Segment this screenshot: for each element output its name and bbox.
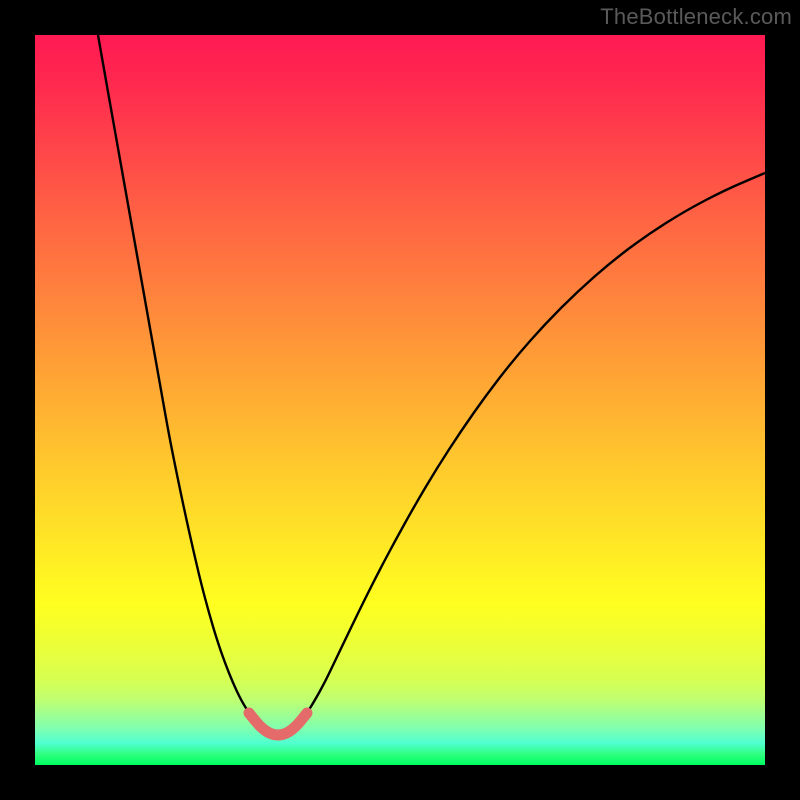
plot-area	[35, 35, 765, 765]
bottleneck-curve-highlight	[249, 713, 307, 735]
curve-layer	[35, 35, 765, 765]
bottleneck-curve	[98, 35, 765, 735]
watermark: TheBottleneck.com	[600, 4, 792, 30]
